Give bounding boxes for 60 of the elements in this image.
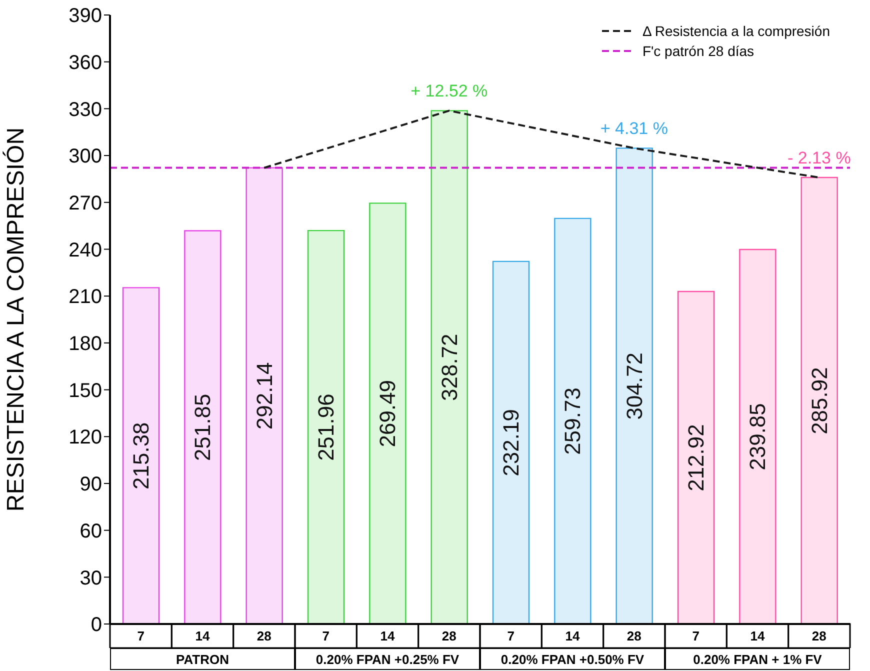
text: 0.20% FPAN +0.25% FV xyxy=(295,648,480,670)
annotation: - 2.13 % xyxy=(788,148,851,168)
y-tick-label: 360 xyxy=(68,52,102,74)
y-axis-title: RESISTENCIA A LA COMPRESIÓN xyxy=(2,127,30,512)
bar xyxy=(554,218,592,624)
data-label: 251.85 xyxy=(190,394,216,462)
x-tick-label: 28 xyxy=(626,628,642,644)
y-tick-label: 330 xyxy=(68,98,102,121)
y-tick-label: 30 xyxy=(80,567,102,590)
legend-label: F'c patrón 28 días xyxy=(642,43,754,59)
y-tick-label: 60 xyxy=(80,520,102,542)
x-tick-label: 7 xyxy=(322,628,330,644)
bar xyxy=(430,110,468,624)
x-tick-label: 14 xyxy=(565,628,580,644)
x-tick-label: 28 xyxy=(442,628,456,644)
data-label: 232.19 xyxy=(498,409,524,476)
y-tick-label: 0 xyxy=(90,614,102,636)
bar xyxy=(492,260,530,624)
y-tick-label: 120 xyxy=(68,426,102,449)
annotation: + 12.52 % xyxy=(410,82,488,101)
bar xyxy=(122,287,160,624)
text: 0.20% FPAN + 1% FV xyxy=(665,648,850,670)
x-tick-label: 7 xyxy=(137,628,144,644)
y-tick-label: 300 xyxy=(68,146,102,168)
data-label: 259.73 xyxy=(560,388,586,455)
y-tick-label: 210 xyxy=(68,286,102,308)
data-label: 285.92 xyxy=(806,367,832,434)
y-tick-label: 270 xyxy=(68,192,102,214)
bar xyxy=(739,248,776,624)
bar xyxy=(616,148,653,624)
legend-label: Δ Resistencia a la compresión xyxy=(642,23,830,39)
data-label: 292.14 xyxy=(252,362,277,430)
bar xyxy=(369,202,406,624)
x-tick-label: 7 xyxy=(507,628,514,644)
x-tick-label: 28 xyxy=(256,628,272,644)
bar xyxy=(800,176,838,624)
x-tick-label: 28 xyxy=(812,628,826,644)
data-label: 304.72 xyxy=(622,352,647,420)
x-tick-label: 14 xyxy=(750,628,766,644)
annotation: + 4.31 % xyxy=(600,119,668,138)
data-label: 239.85 xyxy=(745,403,770,470)
x-tick-label: 7 xyxy=(692,628,700,644)
y-tick-label: 150 xyxy=(68,380,102,402)
y-tick-label: 180 xyxy=(68,333,102,356)
text: PATRON xyxy=(110,648,295,670)
y-tick-label: 90 xyxy=(80,474,102,496)
x-tick-label: 14 xyxy=(195,628,210,644)
bar xyxy=(677,290,715,624)
bar xyxy=(246,167,283,624)
x-tick-label: 14 xyxy=(380,628,396,644)
text: 0.20% FPAN +0.50% FV xyxy=(480,648,665,670)
bar xyxy=(184,230,222,624)
data-label: 251.96 xyxy=(314,394,338,461)
data-label: 269.49 xyxy=(375,380,400,448)
y-tick-label: 390 xyxy=(68,5,102,28)
bar xyxy=(307,230,345,624)
y-tick-label: 240 xyxy=(68,239,102,262)
data-label: 328.72 xyxy=(436,334,462,401)
data-label: 212.92 xyxy=(684,424,708,492)
data-label: 215.38 xyxy=(128,422,154,490)
